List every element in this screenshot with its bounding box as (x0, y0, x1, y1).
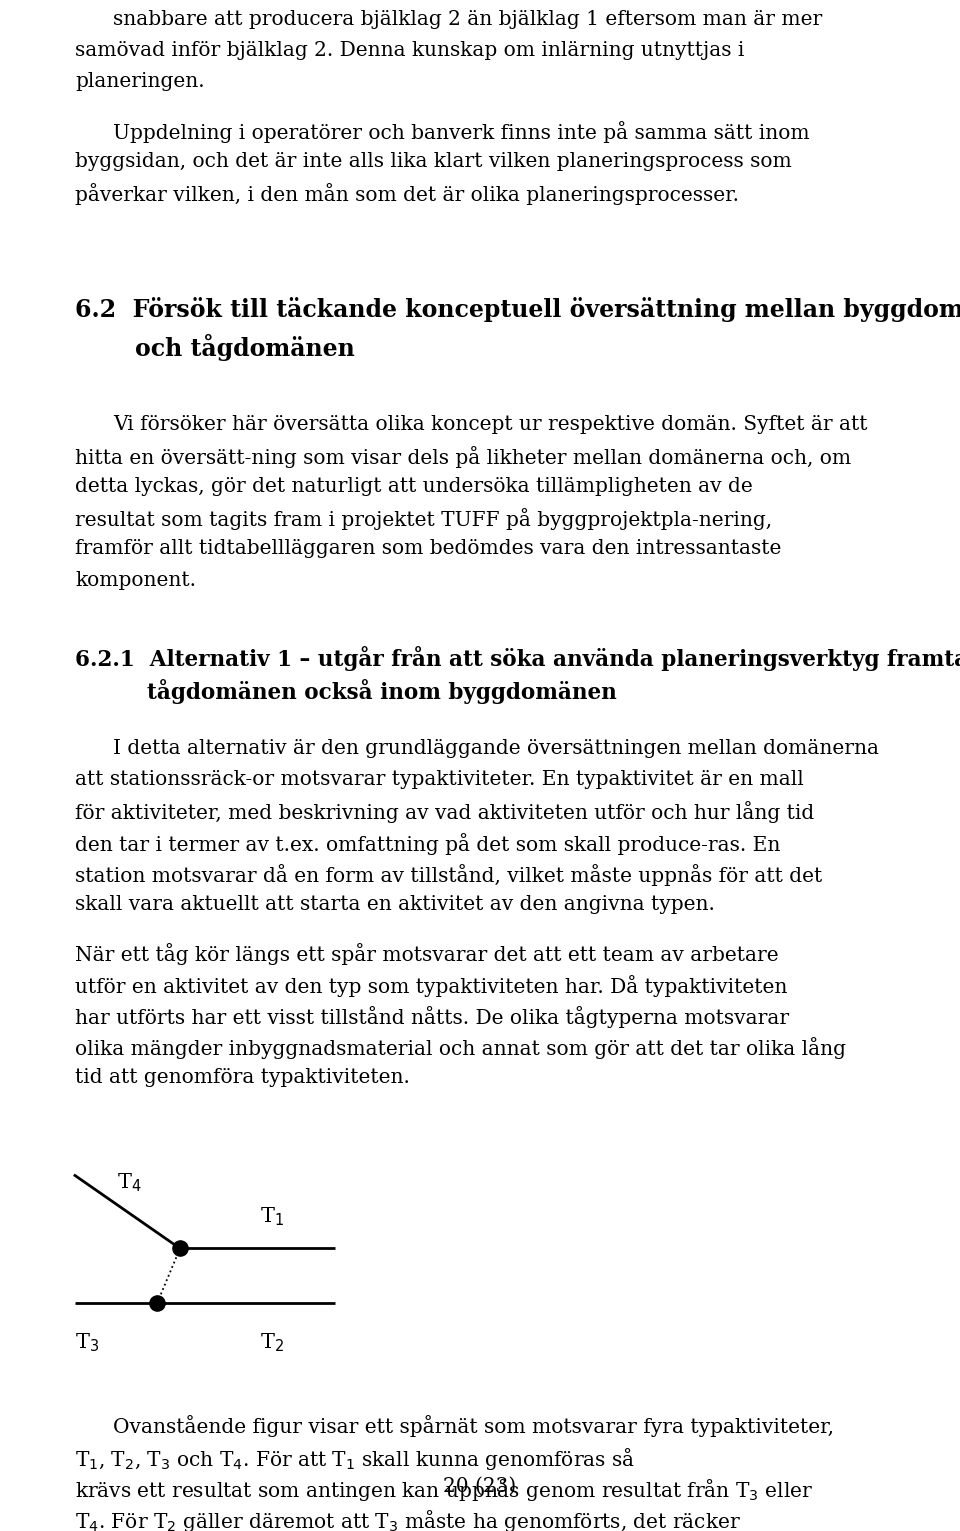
Text: komponent.: komponent. (75, 571, 196, 589)
Text: 6.2.1  Alternativ 1 – utgår från att söka använda planeringsverktyg framtagna fö: 6.2.1 Alternativ 1 – utgår från att söka… (75, 646, 960, 671)
Text: framför allt tidtabellläggaren som bedömdes vara den intressantaste: framför allt tidtabellläggaren som bedöm… (75, 539, 781, 559)
Text: tågdomänen också inom byggdomänen: tågdomänen också inom byggdomänen (147, 678, 616, 704)
Text: T$_1$, T$_2$, T$_3$ och T$_4$. För att T$_1$ skall kunna genomföras så: T$_1$, T$_2$, T$_3$ och T$_4$. För att T… (75, 1445, 636, 1471)
Text: olika mängder inbyggnadsmaterial och annat som gör att det tar olika lång: olika mängder inbyggnadsmaterial och ann… (75, 1036, 846, 1059)
Text: Ovanstående figur visar ett spårnät som motsvarar fyra typaktiviteter,: Ovanstående figur visar ett spårnät som … (113, 1415, 834, 1436)
Text: samövad inför bjälklag 2. Denna kunskap om inlärning utnyttjas i: samövad inför bjälklag 2. Denna kunskap … (75, 41, 744, 60)
Text: T$_4$. För T$_2$ gäller däremot att T$_3$ måste ha genomförts, det räcker: T$_4$. För T$_2$ gäller däremot att T$_3… (75, 1508, 741, 1531)
Text: T$_4$: T$_4$ (117, 1171, 141, 1194)
Text: resultat som tagits fram i projektet TUFF på byggprojektpla-nering,: resultat som tagits fram i projektet TUF… (75, 508, 772, 530)
Text: planeringen.: planeringen. (75, 72, 204, 92)
Text: 20 (23): 20 (23) (444, 1477, 516, 1496)
Text: Uppdelning i operatörer och banverk finns inte på samma sätt inom: Uppdelning i operatörer och banverk finn… (113, 121, 809, 142)
Text: skall vara aktuellt att starta en aktivitet av den angivna typen.: skall vara aktuellt att starta en aktivi… (75, 896, 715, 914)
Text: snabbare att producera bjälklag 2 än bjälklag 1 eftersom man är mer: snabbare att producera bjälklag 2 än bjä… (113, 11, 823, 29)
Text: detta lyckas, gör det naturligt att undersöka tillämpligheten av de: detta lyckas, gör det naturligt att unde… (75, 478, 753, 496)
Text: T$_2$: T$_2$ (260, 1332, 284, 1353)
Text: påverkar vilken, i den mån som det är olika planeringsprocesser.: påverkar vilken, i den mån som det är ol… (75, 184, 739, 205)
Text: station motsvarar då en form av tillstånd, vilket måste uppnås för att det: station motsvarar då en form av tillstån… (75, 863, 823, 886)
Text: T$_3$: T$_3$ (75, 1332, 99, 1353)
Point (173, 1236, 188, 1260)
Text: den tar i termer av t.ex. omfattning på det som skall produce-ras. En: den tar i termer av t.ex. omfattning på … (75, 833, 780, 854)
Point (150, 1291, 165, 1315)
Text: byggsidan, och det är inte alls lika klart vilken planeringsprocess som: byggsidan, och det är inte alls lika kla… (75, 152, 792, 171)
Text: tid att genomföra typaktiviteten.: tid att genomföra typaktiviteten. (75, 1069, 410, 1087)
Text: hitta en översätt-ning som visar dels på likheter mellan domänerna och, om: hitta en översätt-ning som visar dels på… (75, 446, 852, 468)
Text: för aktiviteter, med beskrivning av vad aktiviteten utför och hur lång tid: för aktiviteter, med beskrivning av vad … (75, 802, 814, 824)
Text: och tågdomänen: och tågdomänen (134, 334, 354, 361)
Text: I detta alternativ är den grundläggande översättningen mellan domänerna: I detta alternativ är den grundläggande … (113, 739, 879, 758)
Text: krävs ett resultat som antingen kan uppnås genom resultat från T$_3$ eller: krävs ett resultat som antingen kan uppn… (75, 1477, 813, 1503)
Text: 6.2  Försök till täckande konceptuell översättning mellan byggdomänen: 6.2 Försök till täckande konceptuell öve… (75, 297, 960, 323)
Text: har utförts har ett visst tillstånd nåtts. De olika tågtyperna motsvarar: har utförts har ett visst tillstånd nått… (75, 1006, 789, 1027)
Text: utför en aktivitet av den typ som typaktiviteten har. Då typaktiviteten: utför en aktivitet av den typ som typakt… (75, 975, 787, 997)
Text: T$_1$: T$_1$ (260, 1205, 284, 1228)
Text: När ett tåg kör längs ett spår motsvarar det att ett team av arbetare: När ett tåg kör längs ett spår motsvarar… (75, 943, 779, 966)
Text: Vi försöker här översätta olika koncept ur respektive domän. Syftet är att: Vi försöker här översätta olika koncept … (113, 415, 868, 433)
Text: att stationssräck-or motsvarar typaktiviteter. En typaktivitet är en mall: att stationssräck-or motsvarar typaktivi… (75, 770, 804, 790)
